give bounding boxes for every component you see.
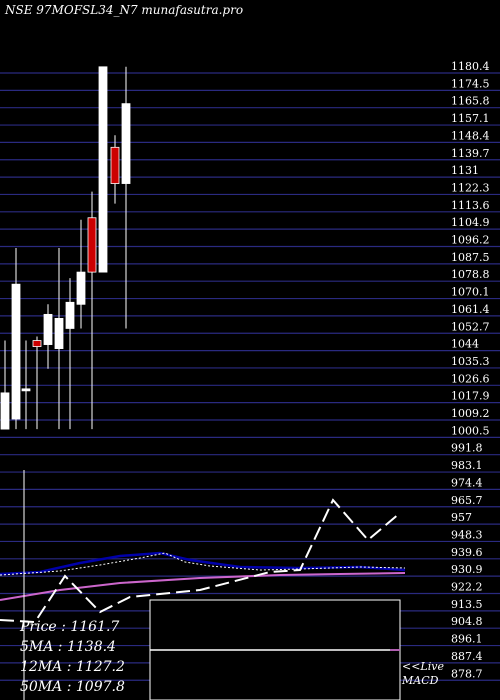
price-tick-label: 1096.2 [451,234,490,247]
candle-body [110,146,120,184]
price-tick-label: 1148.4 [451,129,490,142]
price-tick-label: 939.6 [451,546,483,559]
price-tick-label: 983.1 [451,459,483,472]
macd-live-link[interactable]: <<Live [402,660,444,673]
macd-line [0,498,401,624]
chart-title: NSE 97MOFSL34_N7 munafasutra.pro [5,3,244,17]
candle-body [65,301,75,329]
candle-body [87,217,97,273]
price-tick-label: 1139.7 [451,147,490,160]
candle-body [98,66,108,273]
ma5-readout: 5MA : 1138.4 [20,639,116,655]
ma-legend: Price : 1161.7 5MA : 1138.4 12MA : 1127.… [20,617,125,697]
price-tick-label: 1122.3 [451,181,490,194]
candle-body [76,271,86,305]
price-tick-label: 1035.3 [451,355,490,368]
price-tick-label: 1087.5 [451,251,490,264]
price-tick-label: 1157.1 [451,112,490,125]
ma50-readout: 50MA : 1097.8 [20,679,125,695]
candle-body [54,318,64,349]
price-tick-label: 878.7 [451,667,483,680]
price-tick-label: 1044 [451,338,479,351]
price-tick-label: 904.8 [451,615,483,628]
price-tick-label: 1070.1 [451,286,490,299]
price-tick-label: 948.3 [451,528,483,541]
price-tick-label: 991.8 [451,442,483,455]
candle-body [0,392,10,430]
price-tick-label: 922.2 [451,581,483,594]
candle-body [121,103,131,184]
price-tick-label: 1009.2 [451,407,490,420]
price-tick-label: 913.5 [451,598,483,611]
price-tick-label: 1131 [451,164,479,177]
candle-body [21,388,31,392]
price-tick-label: 896.1 [451,633,483,646]
price-tick-label: 974.4 [451,476,483,489]
price-tick-label: 1113.6 [451,199,490,212]
ma12-readout: 12MA : 1127.2 [20,659,125,675]
price-tick-label: 965.7 [451,494,483,507]
price-tick-label: 1026.6 [451,372,490,385]
candle-body [32,340,42,347]
macd-label: <<Live MACD [402,660,444,688]
price-tick-label: 1052.7 [451,320,490,333]
candle-body [43,313,53,345]
price-tick-label: 957 [451,511,472,524]
price-tick-label: 1165.8 [451,95,490,108]
price-tick-label: 1104.9 [451,216,490,229]
price-tick-label: 930.9 [451,563,483,576]
ma50-line [0,572,406,601]
price-tick-label: 1061.4 [451,303,490,316]
price-readout: Price : 1161.7 [20,619,120,635]
ma5-line [0,552,406,576]
ma12-line [0,551,406,576]
macd-title: MACD [402,674,439,687]
price-tick-label: 1078.8 [451,268,490,281]
price-tick-label: 1174.5 [451,77,490,90]
price-tick-label: 1017.9 [451,390,490,403]
price-tick-label: 1180.4 [451,60,490,73]
price-tick-label: 1000.5 [451,424,490,437]
candle-body [11,283,21,420]
price-tick-label: 887.4 [451,650,483,663]
